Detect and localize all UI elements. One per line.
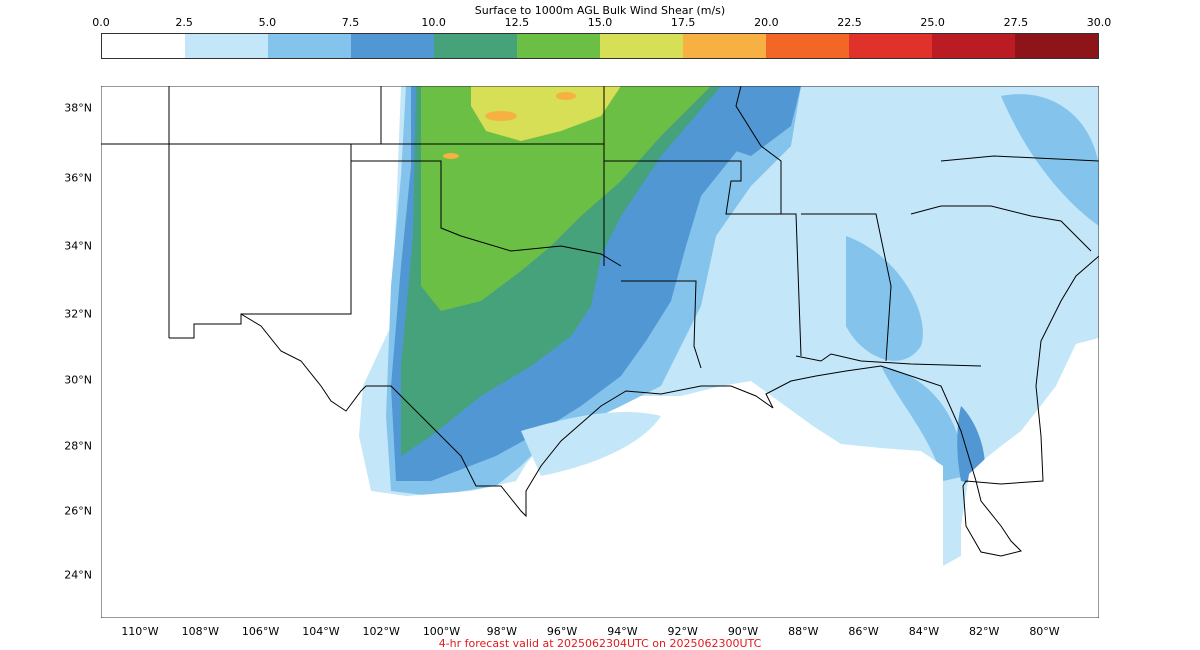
latitude-label: 32°N [64, 307, 92, 321]
colorbar-tick-label: 22.5 [837, 16, 862, 29]
shear-17-5-patch-3 [443, 153, 459, 159]
latitude-label: 38°N [64, 101, 92, 115]
shear-map [101, 86, 1099, 618]
colorbar-segment [517, 34, 600, 58]
colorbar-segment [268, 34, 351, 58]
colorbar-tick-label: 17.5 [670, 16, 696, 29]
latitude-label: 24°N [64, 568, 92, 582]
longitude-label: 94°W [607, 625, 638, 638]
latitude-label: 36°N [64, 171, 92, 185]
colorbar-segment [351, 34, 434, 58]
colorbar-segment [683, 34, 766, 58]
shear-12-5-region [421, 86, 711, 311]
colorbar-tick-label: 0.0 [92, 16, 110, 29]
shear-17-5-patch [485, 111, 517, 121]
gulf-shear-patch [521, 411, 661, 476]
colorbar-tick-label: 2.5 [175, 16, 193, 29]
longitude-label: 84°W [908, 625, 940, 638]
forecast-footer: 4-hr forecast valid at 2025062304UTC on … [438, 637, 762, 650]
shear-5-east-patch [846, 236, 923, 361]
longitude-label: 108°W [181, 625, 219, 638]
shear-17-5-patch-2 [556, 92, 576, 100]
longitude-label: 98°W [486, 625, 517, 638]
colorbar-segment [1015, 34, 1098, 58]
longitude-label: 110°W [121, 625, 159, 638]
colorbar-tick-label: 30.0 [1086, 16, 1112, 29]
longitude-label: 106°W [241, 625, 280, 638]
longitude-label: 92°W [667, 625, 698, 638]
colorbar-segment [600, 34, 683, 58]
colorbar-tick-label: 12.5 [504, 16, 530, 29]
colorbar-tick-label: 27.5 [1003, 16, 1029, 29]
colorbar-tick-label: 10.0 [421, 16, 446, 29]
longitude-label: 90°W [727, 625, 759, 638]
shear-5-florida-patch [881, 366, 966, 481]
longitude-label: 86°W [848, 625, 879, 638]
colorbar-tick-label: 5.0 [258, 16, 277, 29]
colorbar-tick-label: 15.0 [587, 16, 613, 29]
colorbar-segment [766, 34, 849, 58]
longitude-label: 102°W [362, 625, 400, 638]
longitude-label: 88°W [788, 625, 819, 638]
longitude-label: 80°W [1029, 625, 1060, 638]
colorbar-tick-label: 20.0 [754, 16, 779, 29]
longitude-label: 104°W [302, 625, 340, 638]
colorbar-tick-labels: 0.0 2.5 5.0 7.5 10.0 12.5 15.0 17.5 20.0 22.5 25.0… [92, 16, 1111, 30]
latitude-label: 34°N [64, 239, 92, 253]
colorbar-segment [849, 34, 932, 58]
shear-5-ne-patch [1001, 94, 1099, 226]
coastline [240, 255, 1099, 557]
colorbar [101, 33, 1099, 59]
latitude-label: 30°N [64, 373, 92, 387]
colorbar-tick-label: 25.0 [920, 16, 945, 29]
shear-7-5-east [721, 86, 801, 156]
colorbar-segment [932, 34, 1015, 58]
state-boundaries [101, 86, 1099, 369]
latitude-label: 26°N [64, 504, 92, 518]
shear-15-region [471, 86, 621, 141]
boundaries [101, 86, 1099, 618]
map-title: Surface to 1000m AGL Bulk Wind Shear (m/… [474, 4, 726, 17]
longitude-label: 82°W [969, 625, 1000, 638]
colorbar-segment [434, 34, 517, 58]
colorbar-tick-label: 7.5 [341, 16, 360, 29]
latitude-label: 28°N [64, 439, 92, 453]
colorbar-segment [185, 34, 268, 58]
longitude-label: 100°W [422, 625, 461, 638]
longitude-label: 96°W [546, 625, 578, 638]
colorbar-segment [102, 34, 185, 58]
